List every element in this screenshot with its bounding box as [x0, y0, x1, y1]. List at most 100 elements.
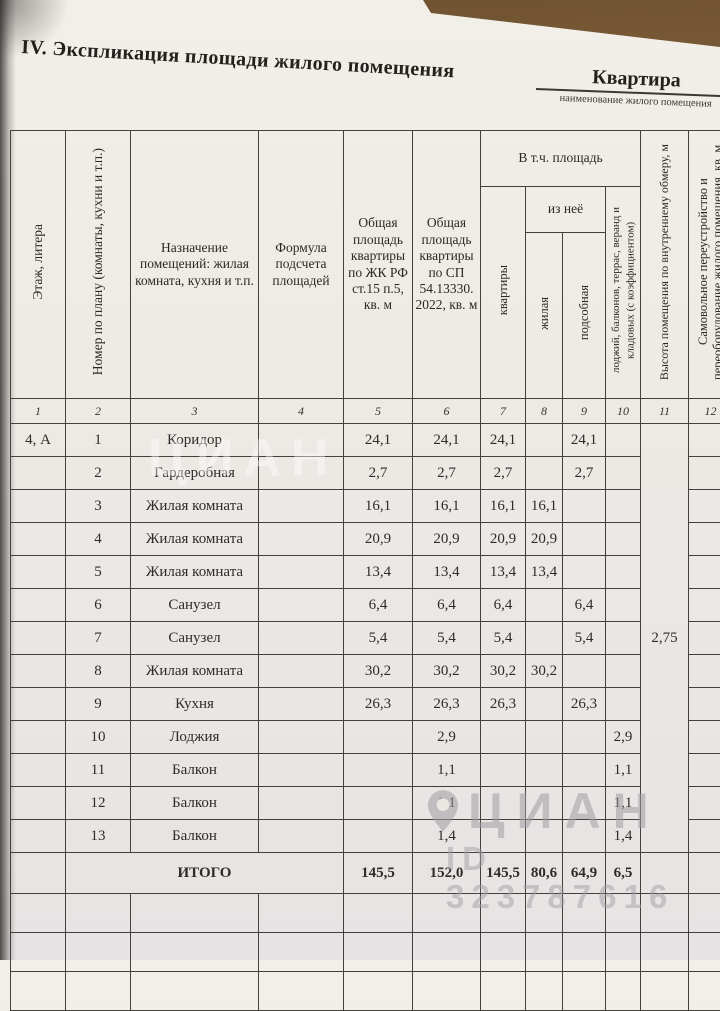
empty-cell: [344, 933, 413, 972]
cell-floor-litera: [11, 523, 66, 556]
cell-area-loggia: [606, 457, 641, 490]
column-number: 10: [606, 399, 641, 424]
cell-area-sp: 1,4: [413, 820, 481, 853]
cell-area-living: 30,2: [526, 655, 563, 688]
cell-area-loggia: [606, 655, 641, 688]
cell-area-auxiliary: [563, 754, 606, 787]
header-loggia-balcony-area: лоджий, балконов, террас, веранд и кладо…: [606, 187, 641, 399]
cell-area-zhk: [344, 820, 413, 853]
cell-unauthorized: [689, 754, 720, 787]
cell-area-living: 13,4: [526, 556, 563, 589]
cell-area-flat: 16,1: [481, 490, 526, 523]
cell-area-loggia: [606, 424, 641, 457]
cell-plan-number: 2: [66, 457, 131, 490]
cell-unauthorized: [689, 655, 720, 688]
empty-cell: [344, 894, 413, 933]
cell-area-auxiliary: [563, 490, 606, 523]
cell-area-zhk: 5,4: [344, 622, 413, 655]
cell-area-loggia: [606, 490, 641, 523]
empty-cell: [526, 894, 563, 933]
cell-area-zhk: 24,1: [344, 424, 413, 457]
empty-cell: [563, 933, 606, 972]
cell-area-zhk: 30,2: [344, 655, 413, 688]
cell-room-name: Балкон: [131, 754, 259, 787]
cell-area-auxiliary: [563, 721, 606, 754]
totals-label: ИТОГО: [66, 853, 344, 894]
cell-plan-number: 13: [66, 820, 131, 853]
cell-area-loggia: [606, 688, 641, 721]
header-unauthorized-reconstruction: Самовольное переустройство и переоборудо…: [689, 131, 720, 399]
empty-cell: [641, 933, 689, 972]
empty-cell: [131, 933, 259, 972]
cell-area-sp: 6,4: [413, 589, 481, 622]
cell-area-loggia: [606, 622, 641, 655]
cell-area-sp: 24,1: [413, 424, 481, 457]
empty-cell: [11, 894, 66, 933]
column-number: 8: [526, 399, 563, 424]
empty-row: [11, 894, 720, 933]
empty-row: [11, 933, 720, 972]
cell-area-living: 16,1: [526, 490, 563, 523]
cell-area-flat: 2,7: [481, 457, 526, 490]
cell-area-sp: 2,9: [413, 721, 481, 754]
empty-cell: [131, 972, 259, 1011]
cell-area-living: [526, 589, 563, 622]
cell-area-flat: 13,4: [481, 556, 526, 589]
cell-area-auxiliary: 5,4: [563, 622, 606, 655]
total-area-auxiliary: 64,9: [563, 853, 606, 894]
cell-floor-litera: [11, 688, 66, 721]
column-number: 5: [344, 399, 413, 424]
cell-unauthorized: [689, 688, 720, 721]
total-area-sp: 152,0: [413, 853, 481, 894]
cell-area-flat: 5,4: [481, 622, 526, 655]
cell-floor-litera: [11, 490, 66, 523]
empty-cell: [259, 933, 344, 972]
empty-cell: [606, 894, 641, 933]
cell-unauthorized: [689, 787, 720, 820]
empty-cell: [66, 972, 131, 1011]
cell-area-flat: 24,1: [481, 424, 526, 457]
cell-area-sp: 1,1: [413, 754, 481, 787]
cell-area-zhk: 26,3: [344, 688, 413, 721]
empty-cell: [131, 894, 259, 933]
cell-area-loggia: 1,1: [606, 787, 641, 820]
cell-area-living: 20,9: [526, 523, 563, 556]
cell-room-name: Жилая комната: [131, 523, 259, 556]
cell-area-sp: 16,1: [413, 490, 481, 523]
empty-cell: [563, 894, 606, 933]
empty-cell: [526, 972, 563, 1011]
cell-area-auxiliary: [563, 523, 606, 556]
header-total-area-sp: Общая площадь квартиры по СП 54.13330. 2…: [413, 131, 481, 399]
cell-formula: [259, 523, 344, 556]
cell-area-zhk: 2,7: [344, 457, 413, 490]
cell-room-name: Коридор: [131, 424, 259, 457]
header-subgroup-of-it: из неё: [526, 187, 606, 233]
header-plan-number: Номер по плану (комнаты, кухни и т.п.): [66, 131, 131, 399]
cell-formula: [259, 622, 344, 655]
cell-plan-number: 8: [66, 655, 131, 688]
header-total-area-zhk: Общая площадь квартиры по ЖК РФ ст.15 п.…: [344, 131, 413, 399]
cell-floor-litera: [11, 457, 66, 490]
empty-cell: [641, 972, 689, 1011]
column-numbers-row: 1 2 3 4 5 6 7 8 9 10 11 12: [11, 399, 720, 424]
cell-floor-litera: [11, 787, 66, 820]
section-title: IV. Экспликация площади жилого помещения: [21, 36, 522, 87]
cell-unauthorized: [689, 523, 720, 556]
cell-plan-number: 4: [66, 523, 131, 556]
cell-area-zhk: 20,9: [344, 523, 413, 556]
cell-area-auxiliary: [563, 787, 606, 820]
cell-unauthorized: [689, 424, 720, 457]
cell-area-flat: [481, 721, 526, 754]
empty-cell: [526, 933, 563, 972]
cell-area-zhk: [344, 754, 413, 787]
cell-plan-number: 7: [66, 622, 131, 655]
empty-row: [11, 972, 720, 1011]
